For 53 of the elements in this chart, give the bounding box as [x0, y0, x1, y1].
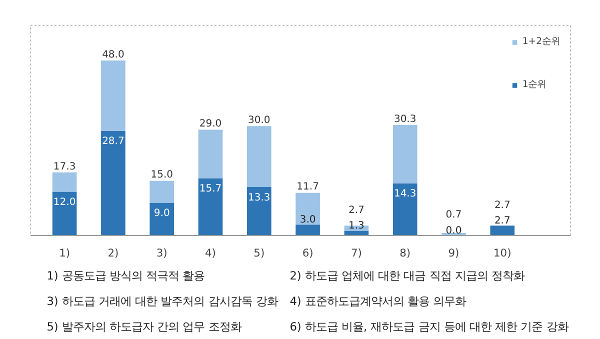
bar: [246, 126, 272, 188]
legend-label: 1순위: [522, 78, 546, 91]
text: 6) 하도급 비율, 재하도급 금지 등에 대한 제한 기준 강화: [290, 320, 568, 334]
text: 3) 하도급 거래에 대한 발주처의 감시감독 강화: [46, 294, 278, 308]
text: 5) 발주자의 하도급자 간의 업무 조정화: [46, 320, 242, 334]
bar: [198, 178, 223, 236]
bar: [52, 192, 77, 236]
bar: [101, 130, 126, 236]
data-label: 0.0: [446, 225, 462, 236]
x-tick-label: 5): [254, 246, 265, 260]
x-tick-label: 6): [302, 246, 314, 260]
data-label: 9.0: [154, 208, 170, 219]
x-tick-label: 9): [448, 246, 460, 260]
x-tick-label: 10): [494, 246, 512, 260]
bar: [150, 202, 174, 236]
total-label: 29.0: [199, 118, 222, 130]
bar: [392, 125, 418, 184]
text: 4) 표준하도급계약서의 활용 의무화: [290, 294, 466, 308]
bar: [52, 172, 77, 192]
bar: [198, 130, 223, 178]
data-label: 28.7: [102, 136, 124, 148]
legend-label: 1+2순위: [522, 35, 560, 48]
bar: [150, 180, 174, 203]
text: 2) 하도급 업체에 대한 대금 직접 지급의 정착화: [290, 268, 525, 282]
total-label: 15.0: [150, 170, 173, 181]
total-label: 2.7: [494, 216, 510, 227]
total-label: 48.0: [102, 49, 124, 60]
x-tick-label: 3): [156, 246, 168, 260]
total-label: 11.7: [296, 182, 319, 193]
bar: [392, 183, 418, 236]
x-tick-label: 2): [108, 246, 119, 260]
x-tick-label: 7): [350, 246, 362, 260]
total-label: 30.3: [394, 114, 416, 125]
x-tick-label: 1): [59, 246, 70, 260]
data-label: 3.0: [300, 214, 316, 226]
data-label: 1.3: [348, 220, 364, 232]
data-label: 2.7: [494, 200, 510, 211]
bar: [296, 192, 320, 225]
x-tick-label: 4): [205, 246, 216, 260]
data-label: 12.0: [53, 197, 76, 208]
total-label: 0.7: [446, 210, 462, 221]
text: 1) 공동도급 방식의 적극적 활용: [46, 268, 205, 282]
bar: [246, 187, 272, 236]
data-label: 15.7: [199, 184, 222, 195]
data-label: 14.3: [394, 188, 416, 200]
data-label: 13.3: [248, 192, 270, 204]
total-label: 2.7: [348, 204, 364, 216]
total-label: 17.3: [53, 161, 76, 172]
bar: [296, 224, 320, 236]
x-tick-label: 8): [400, 246, 411, 260]
total-label: 30.0: [248, 114, 270, 126]
bar: [101, 60, 126, 131]
bar: [490, 226, 515, 236]
